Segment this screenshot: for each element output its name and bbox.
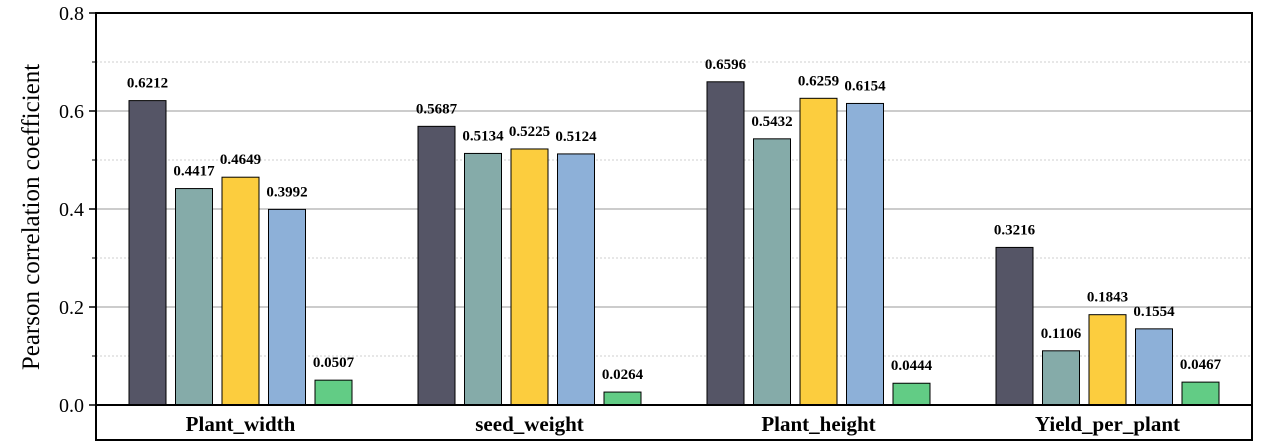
bar-seed-weight-series-2 (464, 152, 502, 406)
data-label: 0.5225 (509, 124, 550, 140)
y-tick-label: 0.6 (59, 101, 84, 123)
x-category-label: Plant_height (761, 412, 875, 436)
bar-plant-width-series-3 (221, 176, 260, 406)
bar-plant-width-series-5 (314, 379, 353, 406)
data-label: 0.1554 (1133, 304, 1175, 320)
data-label: 0.1106 (1041, 326, 1082, 342)
bar-plant-width-series-4 (268, 208, 306, 406)
data-label: 0.3216 (994, 222, 1036, 238)
x-category-label: Plant_width (186, 412, 296, 436)
bar-seed-weight-series-4 (557, 153, 595, 406)
bar-plant-height-series-4 (846, 102, 884, 406)
y-tick-label: 0.8 (59, 3, 84, 25)
data-label: 0.0467 (1180, 357, 1222, 373)
plot-frame (95, 12, 1253, 441)
bar-yield-per-plant-series-3 (1088, 314, 1127, 406)
data-label: 0.5432 (751, 114, 792, 130)
data-labels: 0.62120.44170.46490.39920.05070.56870.51… (127, 57, 1222, 383)
x-category-label: Yield_per_plant (1035, 412, 1180, 436)
bar-seed-weight-series-1 (417, 125, 456, 406)
x-category-label: seed_weight (475, 412, 584, 436)
bar-yield-per-plant-series-4 (1135, 328, 1173, 406)
data-label: 0.4649 (220, 152, 261, 168)
data-label: 0.0507 (313, 355, 355, 371)
data-label: 0.1843 (1087, 290, 1128, 306)
bar-yield-per-plant-series-5 (1181, 381, 1220, 406)
bar-plant-width-series-1 (128, 100, 167, 406)
bars (128, 81, 1220, 406)
bar-seed-weight-series-5 (603, 391, 642, 406)
data-label: 0.5134 (462, 128, 504, 144)
data-label: 0.6259 (798, 73, 839, 89)
data-label: 0.4417 (173, 164, 215, 180)
bar-seed-weight-series-3 (510, 148, 549, 406)
bar-plant-height-series-3 (799, 97, 838, 406)
bar-plant-height-series-2 (753, 138, 791, 406)
y-axis-label: Pearson correlation coefficient (18, 64, 45, 370)
bar-plant-height-series-1 (706, 81, 745, 406)
data-label: 0.6154 (844, 78, 886, 94)
data-label: 0.6596 (705, 57, 747, 73)
axes: 0.0 0.2 0.4 0.6 0.8 Plant_width seed_weight Pla… (59, 3, 1252, 436)
data-label: 0.6212 (127, 76, 168, 92)
data-label: 0.5124 (555, 129, 597, 145)
bar-yield-per-plant-series-1 (995, 246, 1034, 406)
bar-plant-height-series-5 (892, 382, 931, 406)
data-label: 0.0444 (891, 358, 933, 374)
data-label: 0.5687 (416, 101, 458, 117)
data-label: 0.3992 (266, 184, 307, 200)
bar-plant-width-series-2 (175, 188, 213, 406)
bar-yield-per-plant-series-2 (1042, 350, 1080, 406)
y-tick-label: 0.2 (59, 297, 84, 319)
y-tick-label: 0.4 (59, 199, 84, 221)
y-tick-label: 0.0 (59, 395, 84, 417)
data-label: 0.0264 (602, 367, 644, 383)
